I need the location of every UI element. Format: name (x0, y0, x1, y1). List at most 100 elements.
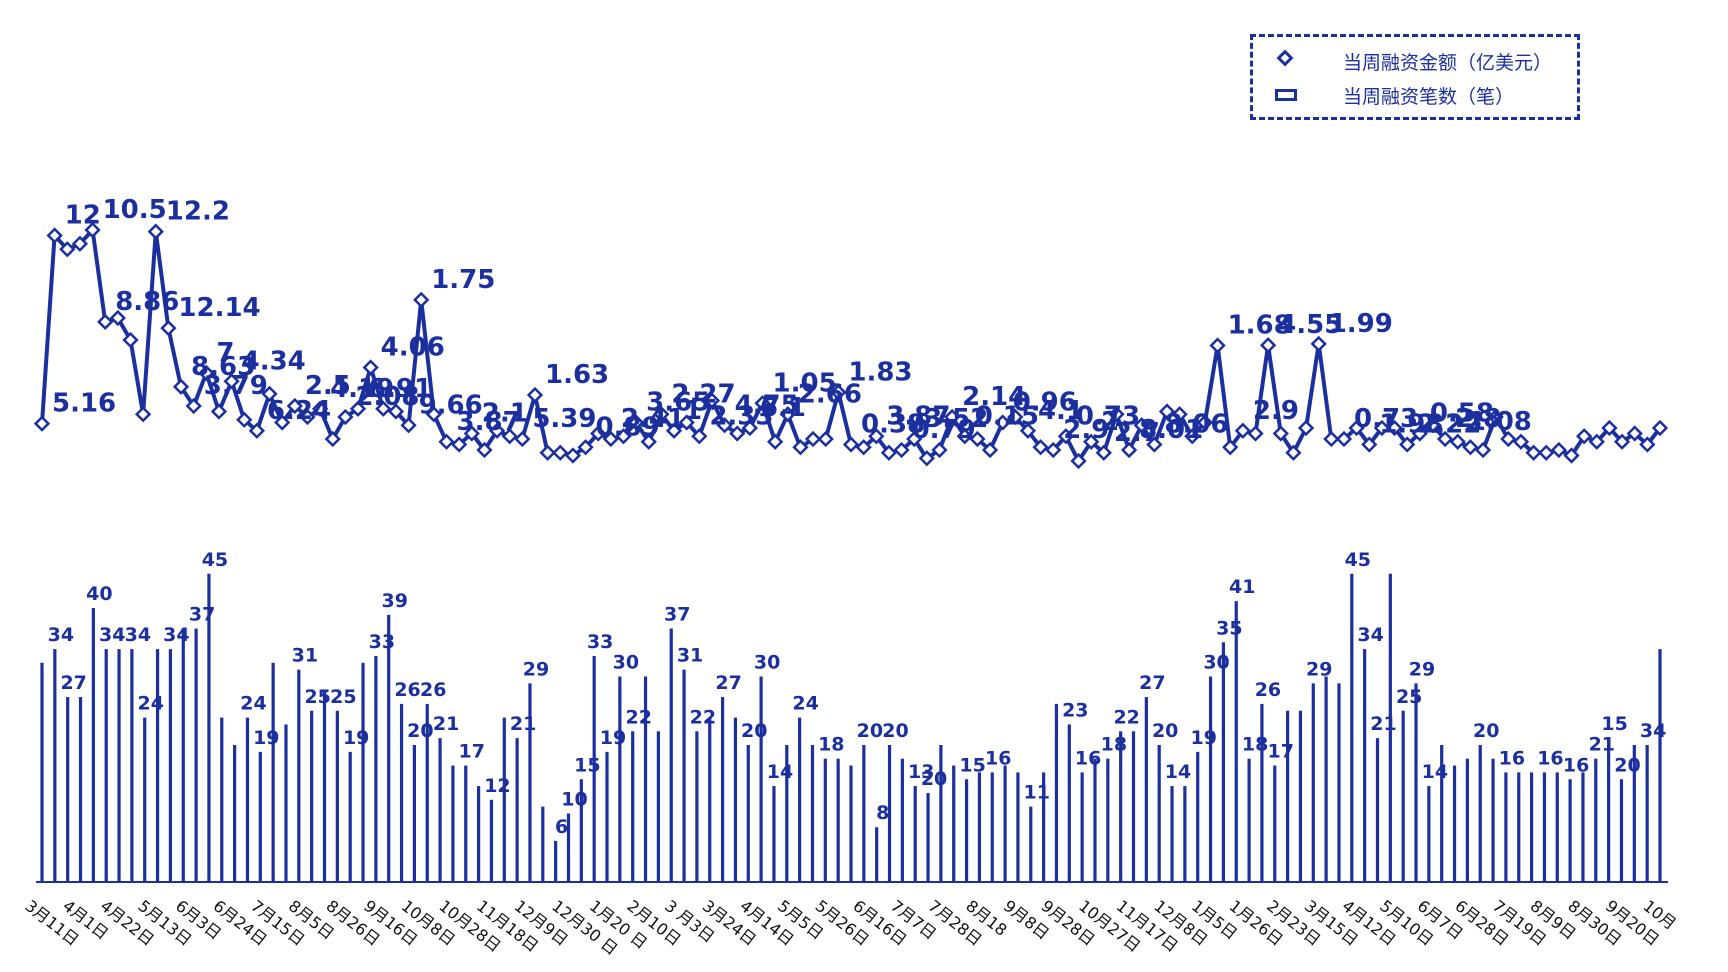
legend: 当周融资金额（亿美元） 当周融资笔数（笔） (1250, 34, 1580, 120)
amount-marker (526, 386, 544, 404)
amount-marker (1449, 433, 1466, 450)
amount-marker (564, 447, 582, 464)
amount-marker (931, 441, 948, 459)
deal-count-bar (1029, 806, 1033, 882)
amount-marker (463, 425, 480, 442)
deal-count-bar (322, 690, 327, 882)
amount-marker (337, 408, 354, 426)
amount-marker (969, 430, 986, 448)
deal-count-label: 16 (1563, 754, 1589, 776)
amount-marker (716, 417, 733, 434)
deal-count-bar (1594, 758, 1598, 882)
amount-label: 7 (216, 338, 234, 368)
deal-count-bar (374, 655, 378, 882)
amount-label: 2.41 (621, 404, 685, 434)
amount-marker (539, 444, 556, 461)
deal-count-bar (605, 751, 609, 882)
amount-marker (109, 309, 126, 327)
deal-count-bar (1465, 758, 1469, 882)
deal-count-label: 37 (664, 604, 690, 626)
amount-marker (274, 414, 291, 431)
amount-label: 4.19 (330, 374, 394, 404)
amount-marker (906, 430, 923, 448)
deal-count-bar (1247, 758, 1251, 882)
amount-marker (1007, 408, 1024, 426)
diamond-icon (1276, 49, 1294, 67)
deal-count-bar (1054, 703, 1059, 882)
amount-marker (451, 436, 468, 453)
amount-marker (1184, 428, 1201, 445)
deal-count-bar (939, 745, 943, 882)
deal-count-label: 11 (1024, 782, 1050, 804)
deal-count-label: 14 (767, 761, 793, 783)
amount-marker (590, 425, 607, 442)
amount-label: 1.83 (848, 357, 912, 387)
deal-count-label: 20 (882, 720, 908, 742)
deal-count-label: 22 (625, 706, 651, 728)
deal-count-label: 20 (407, 720, 433, 742)
deal-count-bar (284, 724, 288, 882)
deal-count-bar (399, 703, 404, 882)
deal-count-label: 37 (189, 604, 215, 626)
deal-count-label: 29 (1306, 658, 1332, 680)
amount-marker (552, 444, 569, 461)
amount-marker (1120, 441, 1138, 459)
deal-count-bar (1452, 765, 1457, 882)
deal-count-bar (271, 662, 275, 882)
amount-label: 12.2 (166, 197, 230, 227)
amount-marker (767, 433, 784, 450)
deal-count-bar (335, 710, 339, 882)
legend-count-label: 当周融资笔数（笔） (1343, 85, 1515, 108)
amount-label: 9.66 (419, 390, 483, 420)
deal-count-bar (348, 751, 352, 882)
deal-count-label: 25 (304, 686, 330, 708)
amount-marker (1057, 428, 1075, 445)
deal-count-bar (618, 676, 622, 882)
deal-count-bar (1401, 710, 1405, 882)
amount-marker (981, 441, 999, 459)
deal-count-bar (900, 758, 904, 882)
deal-count-bar (155, 649, 160, 882)
amount-marker (1310, 335, 1327, 352)
amount-marker (1487, 408, 1504, 426)
deal-count-bar (1208, 676, 1213, 882)
deal-count-bar (1337, 683, 1341, 882)
amount-marker (1613, 433, 1631, 450)
deal-count-bar (66, 697, 70, 882)
deal-count-bar (387, 614, 391, 882)
amount-marker (754, 395, 771, 412)
amount-marker (880, 444, 898, 461)
amount-marker (665, 422, 683, 439)
amount-label: 0.73 (1354, 404, 1418, 434)
deal-count-label: 31 (292, 645, 318, 667)
amount-marker (1474, 441, 1492, 459)
amount-label: 2.1 (482, 399, 528, 429)
amount-label: 3.65 (646, 388, 710, 418)
amount-marker (1462, 439, 1479, 456)
amount-marker (1146, 436, 1163, 453)
deal-count-bar (1504, 772, 1508, 882)
deal-count-label: 30 (1203, 652, 1229, 674)
deal-count-bar (207, 573, 211, 882)
deal-count-label: 31 (677, 645, 703, 667)
amount-label: 0.38 (861, 410, 925, 440)
deal-count-bar (1298, 710, 1303, 882)
deal-count-label: 34 (48, 624, 74, 646)
deal-count-label: 20 (1473, 720, 1499, 742)
deal-count-label: 26 (1255, 679, 1281, 701)
amount-label: 3.87 (457, 407, 521, 437)
deal-count-bar (836, 758, 840, 882)
deal-count-bar (502, 717, 506, 882)
amount-label: 8.63 (191, 352, 255, 382)
deal-count-bar (1581, 772, 1585, 882)
deal-count-bar (515, 738, 519, 882)
deal-count-bar (451, 765, 455, 882)
deal-count-bar (849, 765, 853, 882)
amount-label: 0.58 (1430, 399, 1494, 429)
deal-count-bar (669, 628, 673, 882)
deal-count-bar (566, 813, 571, 882)
deal-count-label: 20 (741, 720, 767, 742)
amount-marker (71, 235, 89, 252)
deal-count-label: 19 (1190, 727, 1216, 749)
deal-count-label: 6 (555, 816, 568, 838)
